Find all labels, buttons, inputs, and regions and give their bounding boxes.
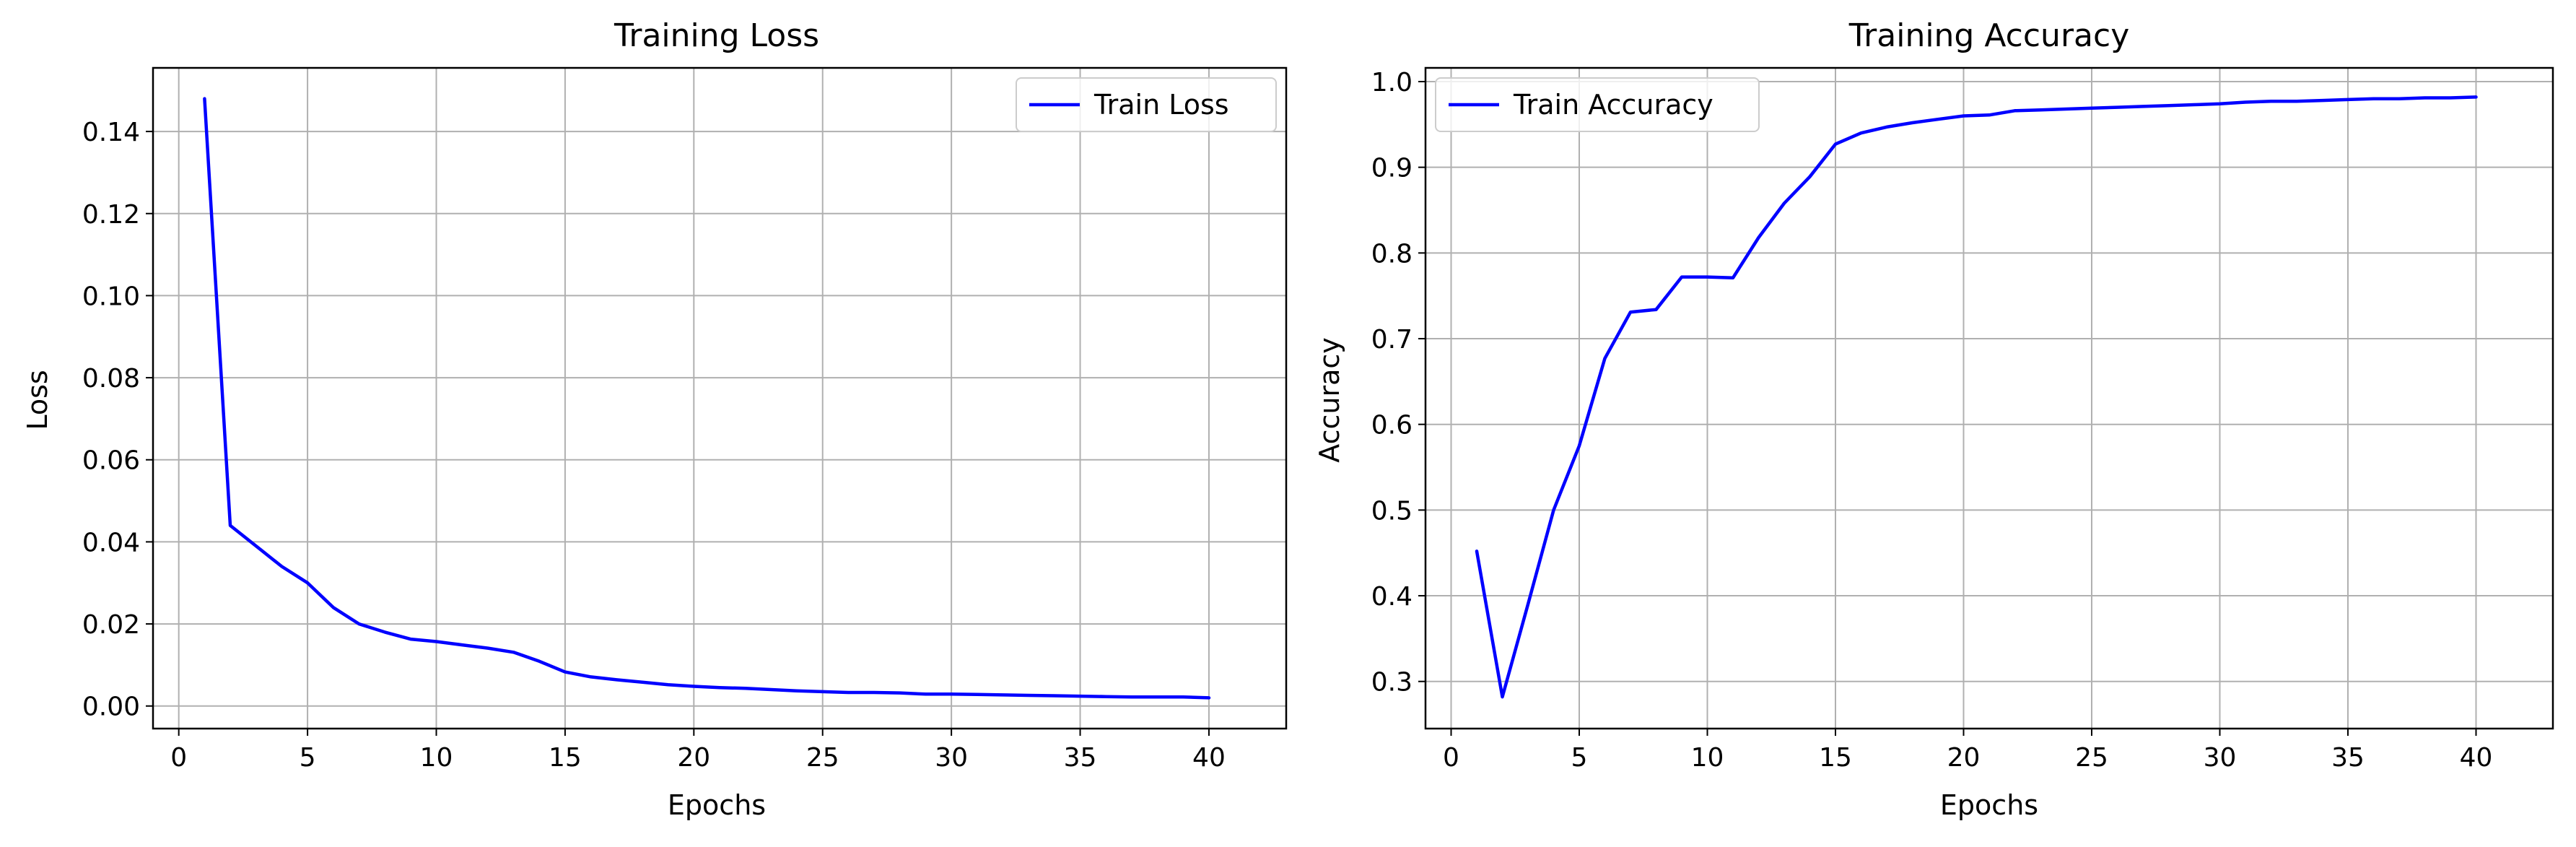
accuracy-x-tick-label: 30 xyxy=(2204,743,2237,773)
loss-y-axis-label: Loss xyxy=(22,370,53,430)
loss-y-tick-label: 0.10 xyxy=(82,282,140,311)
accuracy-y-ticks: 0.3 0.4 0.5 0.6 0.7 0.8 0.9 1.0 xyxy=(1371,68,1425,698)
loss-x-tick-label: 5 xyxy=(300,743,316,773)
accuracy-plot-frame xyxy=(1424,66,2554,730)
accuracy-y-axis-label: Accuracy xyxy=(1314,337,1345,463)
loss-series-line xyxy=(203,97,1211,700)
loss-y-ticks: 0.00 0.02 0.04 0.06 0.08 0.10 0.12 0.14 xyxy=(82,118,153,722)
loss-x-tick-label: 35 xyxy=(1064,743,1097,773)
loss-grid xyxy=(153,68,1286,729)
loss-legend-label: Train Loss xyxy=(1093,89,1229,121)
loss-chart-panel: Training Loss 0 5 10 15 20 25 30 35 40 0.000.020… xyxy=(22,17,1288,821)
accuracy-legend: Train Accuracy xyxy=(1435,77,1760,132)
loss-x-tick-label: 15 xyxy=(549,743,582,773)
accuracy-y-tick-label: 0.7 xyxy=(1371,325,1413,355)
accuracy-x-tick-label: 40 xyxy=(2460,743,2493,773)
accuracy-y-tick-label: 0.4 xyxy=(1371,582,1413,612)
loss-y-tick-label: 0.02 xyxy=(82,610,140,640)
accuracy-x-tick-label: 25 xyxy=(2075,743,2108,773)
accuracy-x-tick-label: 10 xyxy=(1691,743,1724,773)
accuracy-x-tick-label: 35 xyxy=(2331,743,2365,773)
accuracy-x-tick-label: 20 xyxy=(1947,743,1981,773)
accuracy-x-tick-label: 0 xyxy=(1443,743,1459,773)
loss-y-tick-label: 0.14 xyxy=(82,118,140,147)
loss-x-tick-label: 25 xyxy=(806,743,839,773)
loss-x-axis-label: Epochs xyxy=(668,789,766,821)
loss-y-tick-label: 0.04 xyxy=(82,528,140,557)
accuracy-legend-label: Train Accuracy xyxy=(1513,89,1713,121)
loss-x-ticks: 0 5 10 15 20 25 30 35 40 xyxy=(170,729,1226,773)
accuracy-chart-panel: Training Accuracy 0 5 10 15 20 25 30 35 40 0.30.… xyxy=(1314,17,2554,821)
accuracy-grid xyxy=(1425,68,2553,729)
loss-plot-frame xyxy=(152,66,1288,730)
loss-y-tick-label: 0.06 xyxy=(82,446,140,476)
accuracy-x-tick-label: 15 xyxy=(1819,743,1852,773)
loss-series xyxy=(203,97,1211,700)
accuracy-x-ticks: 0 5 10 15 20 25 30 35 40 xyxy=(1443,729,2492,773)
loss-x-tick-label: 40 xyxy=(1192,743,1226,773)
accuracy-y-tick-label: 0.6 xyxy=(1371,411,1413,440)
loss-x-tick-label: 20 xyxy=(677,743,710,773)
loss-x-tick-label: 0 xyxy=(170,743,187,773)
loss-chart-title: Training Loss xyxy=(614,17,819,54)
accuracy-y-tick-label: 0.8 xyxy=(1371,239,1413,269)
loss-y-tick-label: 0.08 xyxy=(82,364,140,394)
accuracy-legend-box xyxy=(1435,77,1760,132)
loss-legend: Train Loss xyxy=(1016,77,1277,132)
loss-y-tick-label: 0.12 xyxy=(82,200,140,230)
accuracy-series-line xyxy=(1475,95,2478,699)
loss-x-tick-label: 10 xyxy=(420,743,453,773)
accuracy-y-tick-label: 0.3 xyxy=(1371,668,1413,698)
loss-y-tick-label: 0.00 xyxy=(82,692,140,722)
accuracy-series xyxy=(1475,95,2478,699)
accuracy-x-tick-label: 5 xyxy=(1571,743,1588,773)
loss-legend-box xyxy=(1016,77,1277,132)
accuracy-x-axis-label: Epochs xyxy=(1940,789,2038,821)
accuracy-y-tick-label: 0.9 xyxy=(1371,154,1413,183)
loss-x-tick-label: 30 xyxy=(935,743,968,773)
accuracy-chart-title: Training Accuracy xyxy=(1848,17,2129,54)
accuracy-y-tick-label: 1.0 xyxy=(1371,68,1413,97)
accuracy-y-tick-label: 0.5 xyxy=(1371,496,1413,526)
